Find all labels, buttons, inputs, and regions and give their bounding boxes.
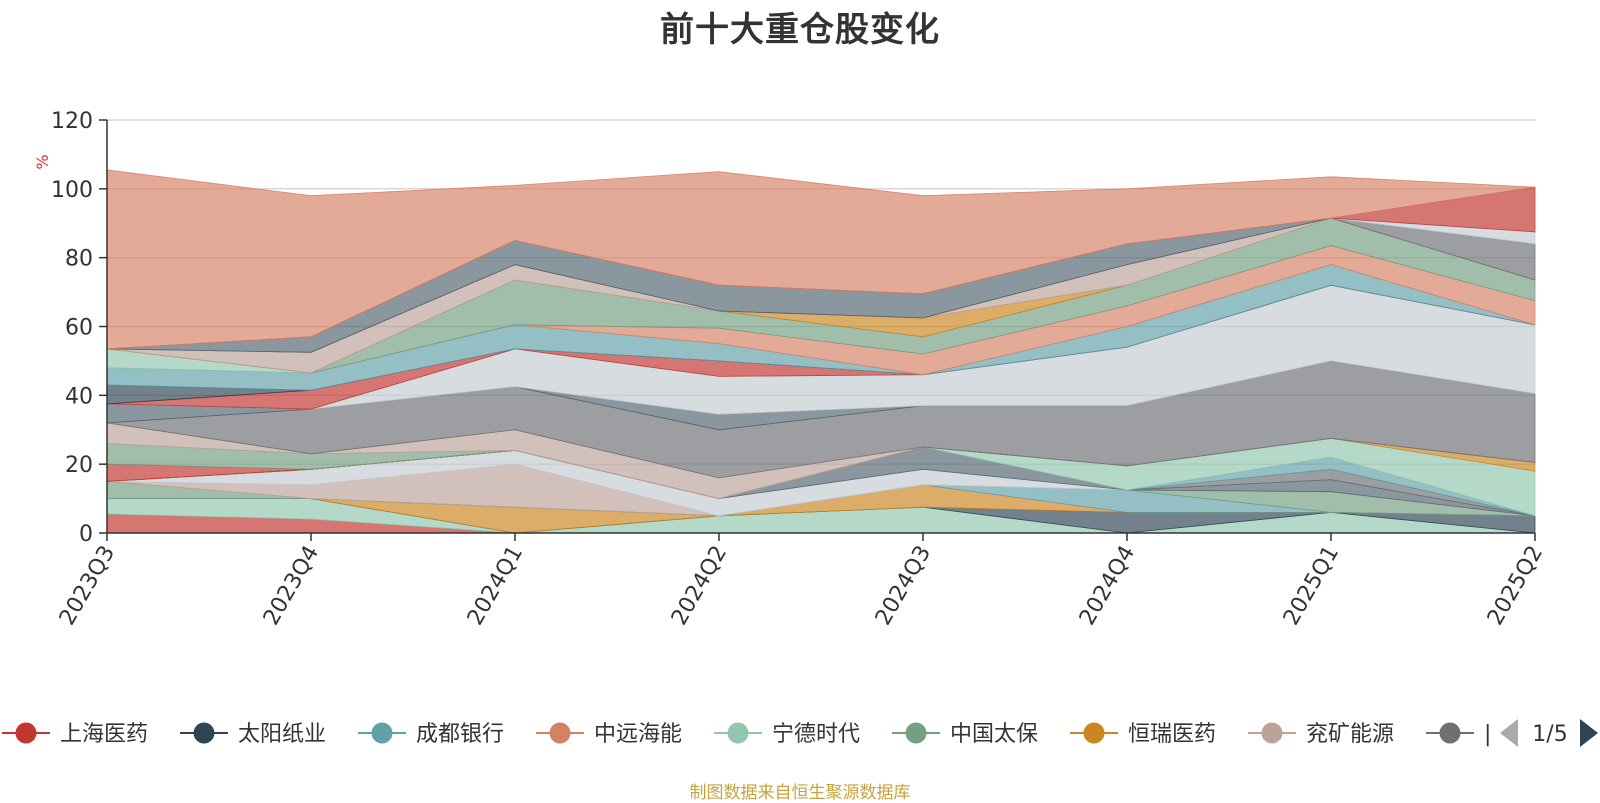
legend-marker-icon [371,722,393,744]
legend-marker-icon [193,722,215,744]
x-tick-label: 2025Q1 [1279,542,1344,630]
legend-page-indicator: 1/5 [1532,722,1567,747]
y-tick-label: 60 [65,316,93,341]
legend-marker-icon [1261,722,1283,744]
x-tick-label: 2023Q3 [55,542,120,630]
area-series-31 [106,169,1536,350]
legend-marker-icon [1083,722,1105,744]
y-tick-label: 80 [65,247,93,272]
legend-label: 成都银行 [416,722,504,747]
y-tick-label: 100 [51,178,93,203]
legend-label: 太阳纸业 [238,722,326,747]
y-tick-label: 20 [65,453,93,478]
x-tick-label: 2024Q2 [667,542,732,630]
source-note: 制图数据来自恒生聚源数据库 [689,783,911,803]
legend-item[interactable]: 太阳纸业 [180,722,326,747]
stacked-areas [106,169,1536,534]
legend-prev-page-icon[interactable] [1500,719,1518,747]
legend-item[interactable]: 中国太保 [892,722,1038,747]
legend-label: 中远海能 [594,722,682,747]
legend-marker-icon [1439,722,1461,744]
legend-item[interactable]: 上海医药 [2,722,148,747]
legend-item[interactable]: 恒瑞医药 [1070,722,1216,747]
legend: 上海医药 太阳纸业 成都银行 中远海能 宁德时代 中国太保 恒瑞医药 兖矿能源 | [2,722,1491,747]
legend-item[interactable]: | [1426,722,1491,747]
legend-marker-icon [905,722,927,744]
legend-item[interactable]: 兖矿能源 [1248,722,1394,747]
y-axis-unit-label: % [33,154,52,169]
legend-marker-icon [549,722,571,744]
legend-item[interactable]: 中远海能 [536,722,682,747]
legend-item[interactable]: 成都银行 [358,722,504,747]
y-tick-label: 40 [65,384,93,409]
legend-label: 兖矿能源 [1306,722,1394,747]
legend-marker-icon [727,722,749,744]
legend-label: 宁德时代 [772,722,860,747]
y-tick-label: 120 [51,109,93,134]
x-tick-label: 2024Q4 [1075,542,1140,630]
legend-label: 恒瑞医药 [1128,722,1216,747]
chart-title: 前十大重仓股变化 [660,10,940,50]
legend-marker-icon [15,722,37,744]
legend-label: 中国太保 [950,722,1038,747]
x-tick-label: 2024Q3 [871,542,936,630]
x-tick-label: 2025Q2 [1483,542,1548,630]
legend-item[interactable]: 宁德时代 [714,722,860,747]
legend-label: | [1484,722,1491,747]
x-tick-label: 2024Q1 [463,542,528,630]
legend-pager: 1/5 [1500,719,1598,747]
x-tick-label: 2023Q4 [259,542,324,630]
legend-label: 上海医药 [60,722,148,747]
y-tick-label: 0 [79,522,93,547]
legend-next-page-icon[interactable] [1580,719,1598,747]
